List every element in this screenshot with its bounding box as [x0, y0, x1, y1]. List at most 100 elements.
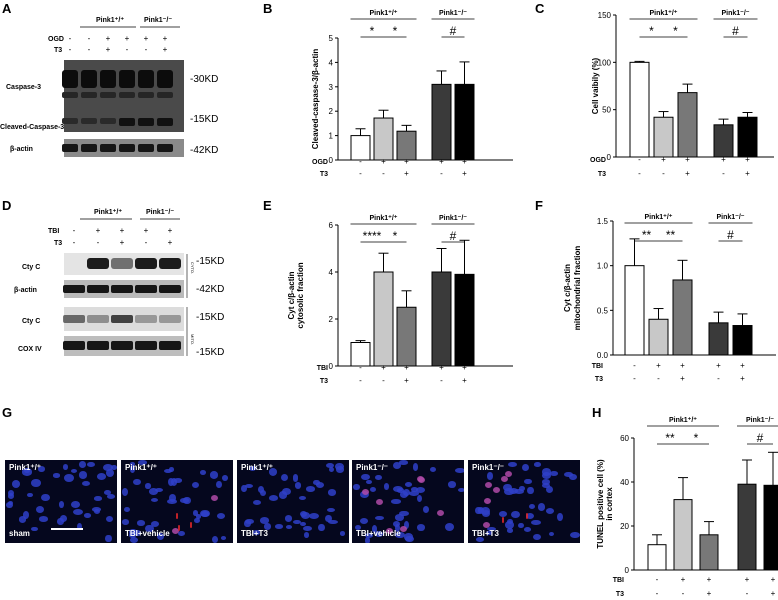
sig-marker: **** — [363, 229, 382, 243]
nucleus — [173, 478, 183, 483]
band-label-cytc: Cty C — [22, 264, 40, 271]
row-label-tbi: TBI — [48, 228, 59, 235]
nucleus — [70, 468, 78, 473]
nucleus — [569, 473, 577, 480]
nucleus — [35, 506, 44, 514]
nucleus — [199, 470, 207, 476]
y-tick-label: 6 — [329, 221, 334, 230]
panel-letter-f: F — [535, 198, 543, 213]
nucleus — [487, 526, 497, 532]
genotype-wt-header: Pink1⁺/⁺ — [644, 214, 672, 221]
treatment-sign: - — [633, 374, 636, 383]
bar — [647, 544, 667, 571]
nucleus — [354, 524, 361, 531]
band-cox4 — [87, 341, 109, 350]
nucleus — [216, 480, 222, 488]
y-tick-label: 0 — [625, 566, 630, 575]
nucleus — [383, 483, 390, 491]
nucleus — [361, 473, 370, 480]
nucleus — [523, 526, 532, 532]
treatment-sign: - — [638, 169, 641, 178]
nucleus — [245, 484, 254, 489]
genotype-ko-label: Pink1⁻/⁻ — [144, 17, 172, 24]
nucleus — [366, 479, 372, 484]
tunel-positive-nucleus — [385, 528, 393, 535]
treatment-sign: - — [382, 376, 385, 385]
band-caspase3 — [119, 70, 135, 88]
nucleus — [369, 486, 376, 493]
y-tick-label: 1.5 — [597, 217, 609, 226]
nucleus — [257, 485, 264, 493]
nucleus — [548, 531, 554, 537]
panel-letter-h: H — [592, 405, 601, 420]
nucleus — [503, 487, 514, 496]
treatment-label: T3 — [320, 171, 328, 178]
nucleus — [260, 489, 267, 496]
genotype-wt-label: Pink1⁺/⁺ — [96, 17, 124, 24]
tunel-signal — [501, 517, 504, 524]
treatment-sign: + — [681, 575, 686, 584]
nucleus — [308, 513, 319, 520]
nucleus — [183, 496, 191, 505]
bar — [431, 271, 452, 367]
row-label-t3: T3 — [54, 47, 62, 54]
nucleus — [327, 520, 338, 525]
band-beta-actin — [62, 144, 78, 152]
treatment-sign: + — [381, 363, 386, 372]
nucleus — [129, 465, 136, 473]
tunel-positive-nucleus — [399, 526, 407, 533]
nucleus — [245, 518, 254, 525]
blot-d-sign: - — [73, 226, 76, 235]
tunel-positive-nucleus — [436, 510, 444, 517]
blot-a-sign: - — [88, 34, 91, 43]
nucleus — [503, 484, 512, 492]
treatment-sign: + — [404, 157, 409, 166]
nucleus — [274, 524, 284, 530]
micrograph-panel: Pink1⁻/⁻ TBI+T3 — [468, 460, 580, 543]
sig-marker: * — [393, 229, 398, 243]
blot-a-sign: - — [126, 45, 129, 54]
y-tick-label: 150 — [598, 11, 612, 20]
nucleus — [315, 481, 324, 488]
panel-letter-a: A — [2, 1, 12, 16]
nucleus — [70, 501, 80, 508]
nucleus — [252, 499, 262, 506]
band-beta-actin — [81, 144, 97, 152]
bar — [732, 325, 753, 356]
nucleus — [156, 532, 165, 540]
micrograph-panel: Pink1⁺/⁺ TBI+T3 — [237, 460, 349, 543]
nucleus — [195, 514, 202, 520]
treatment-sign: + — [680, 374, 685, 383]
treatment-sign: + — [680, 361, 685, 370]
tunel-signal — [525, 513, 528, 520]
sig-marker: ** — [665, 431, 675, 445]
treatment-sign: + — [771, 575, 776, 584]
treatment-sign: - — [359, 376, 362, 385]
nucleus — [133, 479, 141, 486]
band-actin-d — [111, 285, 133, 293]
nucleus — [40, 493, 50, 502]
band-label-beta-actin: β-actin — [10, 146, 33, 153]
treatment-sign: + — [740, 374, 745, 383]
nucleus — [499, 510, 507, 517]
row-label-t3-d: T3 — [54, 240, 62, 247]
nucleus — [542, 483, 550, 489]
nucleus — [11, 480, 20, 488]
band-caspase3-lower — [157, 92, 173, 98]
y-tick-label: 20 — [620, 522, 629, 531]
y-tick-label: 40 — [620, 478, 629, 487]
row-label-ogd: OGD — [48, 36, 64, 43]
chart-b: 0 1 2 3 4 5 Cleaved-caspase-3/β-actin OGD - + + + + T… — [311, 10, 513, 178]
nucleus — [82, 481, 91, 487]
nucleus — [220, 535, 227, 540]
nucleus — [542, 479, 550, 485]
nucleus — [23, 467, 31, 473]
treatment-sign: + — [740, 361, 745, 370]
bar — [677, 92, 698, 158]
micrograph-panel: Pink1⁻/⁻ TBI+vehicle — [352, 460, 464, 543]
bar — [454, 273, 475, 367]
nucleus — [399, 490, 409, 498]
nucleus — [404, 533, 414, 541]
nucleus — [532, 533, 541, 541]
blot-d-sign: - — [97, 238, 100, 247]
